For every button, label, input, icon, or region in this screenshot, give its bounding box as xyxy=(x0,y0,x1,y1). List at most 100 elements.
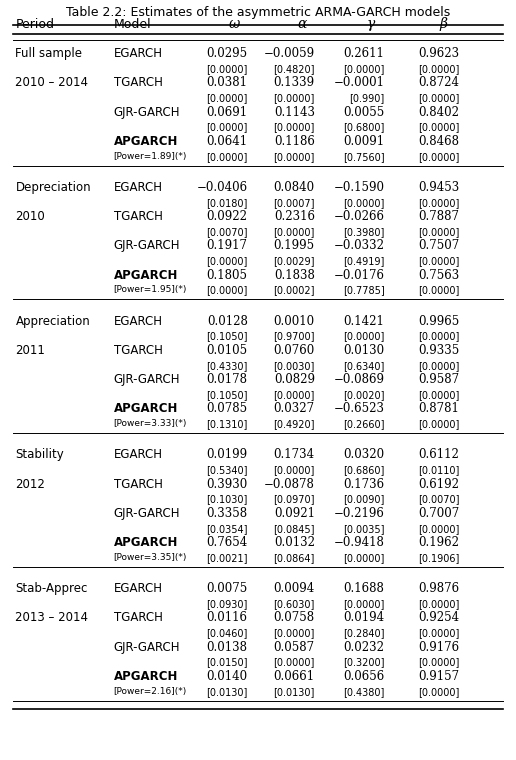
Text: APGARCH: APGARCH xyxy=(114,135,178,148)
Text: 0.0320: 0.0320 xyxy=(343,448,384,461)
Text: [0.0000]: [0.0000] xyxy=(273,93,315,103)
Text: [0.0354]: [0.0354] xyxy=(206,524,248,534)
Text: 0.3930: 0.3930 xyxy=(206,477,248,491)
Text: Stab-Apprec: Stab-Apprec xyxy=(15,582,88,595)
Text: [0.0000]: [0.0000] xyxy=(343,599,384,609)
Text: [Power=3.33](*): [Power=3.33](*) xyxy=(114,419,187,428)
Text: 0.8468: 0.8468 xyxy=(418,135,459,148)
Text: 0.0232: 0.0232 xyxy=(344,641,384,654)
Text: 0.0760: 0.0760 xyxy=(273,344,315,357)
Text: [0.0000]: [0.0000] xyxy=(273,122,315,132)
Text: [0.0035]: [0.0035] xyxy=(343,524,384,534)
Text: [0.0000]: [0.0000] xyxy=(206,93,248,103)
Text: −0.0406: −0.0406 xyxy=(197,181,248,194)
Text: 0.8781: 0.8781 xyxy=(418,402,459,416)
Text: [0.6860]: [0.6860] xyxy=(343,465,384,475)
Text: [0.0007]: [0.0007] xyxy=(273,198,315,207)
Text: [0.0002]: [0.0002] xyxy=(273,285,315,296)
Text: [0.0000]: [0.0000] xyxy=(418,419,459,429)
Text: 0.0921: 0.0921 xyxy=(274,507,315,520)
Text: 0.1186: 0.1186 xyxy=(274,135,315,148)
Text: Appreciation: Appreciation xyxy=(15,315,90,328)
Text: 2012: 2012 xyxy=(15,477,45,491)
Text: [0.7560]: [0.7560] xyxy=(343,152,384,162)
Text: [0.0845]: [0.0845] xyxy=(273,524,315,534)
Text: 0.8402: 0.8402 xyxy=(418,106,459,119)
Text: [0.0000]: [0.0000] xyxy=(273,465,315,475)
Text: 0.0295: 0.0295 xyxy=(206,47,248,60)
Text: GJR-GARCH: GJR-GARCH xyxy=(114,106,180,119)
Text: 0.9254: 0.9254 xyxy=(418,611,459,625)
Text: [0.0000]: [0.0000] xyxy=(273,657,315,667)
Text: [0.0000]: [0.0000] xyxy=(343,553,384,563)
Text: [0.0000]: [0.0000] xyxy=(418,390,459,400)
Text: [0.1030]: [0.1030] xyxy=(206,494,248,505)
Text: 0.0075: 0.0075 xyxy=(206,582,248,595)
Text: 0.9157: 0.9157 xyxy=(418,670,459,683)
Text: [0.7785]: [0.7785] xyxy=(343,285,384,296)
Text: −0.0332: −0.0332 xyxy=(333,239,384,252)
Text: [0.0000]: [0.0000] xyxy=(343,198,384,207)
Text: 0.0785: 0.0785 xyxy=(206,402,248,416)
Text: [0.6800]: [0.6800] xyxy=(343,122,384,132)
Text: 0.1421: 0.1421 xyxy=(344,315,384,328)
Text: Table 2.2: Estimates of the asymmetric ARMA-GARCH models: Table 2.2: Estimates of the asymmetric A… xyxy=(66,6,450,19)
Text: APGARCH: APGARCH xyxy=(114,268,178,282)
Text: [0.0020]: [0.0020] xyxy=(343,390,384,400)
Text: [0.990]: [0.990] xyxy=(349,93,384,103)
Text: [Power=3.35](*): [Power=3.35](*) xyxy=(114,553,187,562)
Text: −0.6523: −0.6523 xyxy=(333,402,384,416)
Text: 0.1805: 0.1805 xyxy=(207,268,248,282)
Text: 0.7007: 0.7007 xyxy=(418,507,459,520)
Text: [0.0000]: [0.0000] xyxy=(206,256,248,266)
Text: [0.0070]: [0.0070] xyxy=(418,494,459,505)
Text: 0.1339: 0.1339 xyxy=(273,77,315,90)
Text: 0.6112: 0.6112 xyxy=(418,448,459,461)
Text: [0.0000]: [0.0000] xyxy=(206,122,248,132)
Text: [0.0000]: [0.0000] xyxy=(418,285,459,296)
Text: [0.4920]: [0.4920] xyxy=(273,419,315,429)
Text: [0.1050]: [0.1050] xyxy=(206,331,248,341)
Text: 0.1734: 0.1734 xyxy=(273,448,315,461)
Text: [0.0000]: [0.0000] xyxy=(418,122,459,132)
Text: Period: Period xyxy=(15,17,55,31)
Text: [0.0021]: [0.0021] xyxy=(206,553,248,563)
Text: 0.0758: 0.0758 xyxy=(273,611,315,625)
Text: APGARCH: APGARCH xyxy=(114,670,178,683)
Text: [0.0000]: [0.0000] xyxy=(418,64,459,74)
Text: ω: ω xyxy=(229,17,240,31)
Text: [0.4330]: [0.4330] xyxy=(206,360,248,371)
Text: [0.0130]: [0.0130] xyxy=(273,686,315,697)
Text: [0.0864]: [0.0864] xyxy=(273,553,315,563)
Text: 0.7887: 0.7887 xyxy=(418,210,459,223)
Text: [0.4919]: [0.4919] xyxy=(343,256,384,266)
Text: −0.0059: −0.0059 xyxy=(264,47,315,60)
Text: [Power=2.16](*): [Power=2.16](*) xyxy=(114,686,187,695)
Text: 0.0922: 0.0922 xyxy=(207,210,248,223)
Text: [Power=1.95](*): [Power=1.95](*) xyxy=(114,285,187,294)
Text: [0.3200]: [0.3200] xyxy=(343,657,384,667)
Text: 0.3358: 0.3358 xyxy=(206,507,248,520)
Text: −0.2196: −0.2196 xyxy=(333,507,384,520)
Text: 2011: 2011 xyxy=(15,344,45,357)
Text: 0.7507: 0.7507 xyxy=(418,239,459,252)
Text: 0.9453: 0.9453 xyxy=(418,181,459,194)
Text: −0.0869: −0.0869 xyxy=(333,373,384,386)
Text: 0.2316: 0.2316 xyxy=(274,210,315,223)
Text: [0.0000]: [0.0000] xyxy=(206,285,248,296)
Text: [0.0000]: [0.0000] xyxy=(343,331,384,341)
Text: 0.1995: 0.1995 xyxy=(273,239,315,252)
Text: 0.1143: 0.1143 xyxy=(274,106,315,119)
Text: APGARCH: APGARCH xyxy=(114,536,178,549)
Text: α: α xyxy=(297,17,307,31)
Text: 0.1917: 0.1917 xyxy=(207,239,248,252)
Text: TGARCH: TGARCH xyxy=(114,344,163,357)
Text: [0.0000]: [0.0000] xyxy=(418,628,459,638)
Text: −0.0266: −0.0266 xyxy=(333,210,384,223)
Text: [0.0110]: [0.0110] xyxy=(418,465,459,475)
Text: [0.0070]: [0.0070] xyxy=(206,226,248,237)
Text: [0.0460]: [0.0460] xyxy=(206,628,248,638)
Text: 0.0661: 0.0661 xyxy=(273,670,315,683)
Text: 0.0055: 0.0055 xyxy=(343,106,384,119)
Text: [0.0130]: [0.0130] xyxy=(206,686,248,697)
